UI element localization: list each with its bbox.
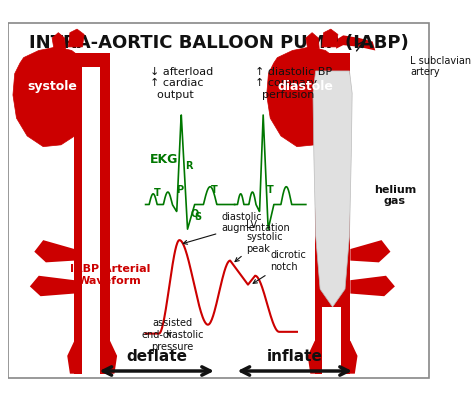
Text: systole: systole: [27, 79, 77, 93]
Polygon shape: [267, 47, 350, 147]
Text: Asc
Ao: Asc Ao: [277, 158, 299, 180]
Text: T: T: [154, 188, 161, 198]
Polygon shape: [336, 35, 375, 51]
Polygon shape: [350, 240, 391, 262]
Polygon shape: [313, 71, 352, 307]
Text: ↓ afterload
↑ cardiac
  output: ↓ afterload ↑ cardiac output: [150, 67, 213, 100]
Polygon shape: [34, 240, 74, 262]
Text: helium
gas: helium gas: [374, 185, 416, 207]
Polygon shape: [315, 53, 350, 374]
Text: LV
systolic
peak: LV systolic peak: [235, 221, 283, 261]
Text: T: T: [211, 185, 218, 195]
Text: L subclavian
artery: L subclavian artery: [410, 56, 471, 77]
Text: EKG: EKG: [150, 154, 178, 166]
Text: deflate: deflate: [127, 349, 188, 364]
Text: INTRA-AORTIC BALLOON PUMP (IABP): INTRA-AORTIC BALLOON PUMP (IABP): [29, 34, 409, 53]
Text: P: P: [176, 185, 183, 195]
Polygon shape: [322, 29, 338, 47]
Text: R: R: [185, 161, 193, 171]
Text: inflate: inflate: [266, 349, 322, 364]
Text: S: S: [194, 212, 201, 222]
Text: assisted
end-diastolic
pressure: assisted end-diastolic pressure: [141, 318, 203, 352]
Polygon shape: [67, 341, 85, 374]
Text: IABP Arterial
Waveform: IABP Arterial Waveform: [70, 264, 150, 286]
Polygon shape: [308, 341, 326, 374]
Polygon shape: [74, 53, 110, 374]
Polygon shape: [30, 276, 74, 296]
Polygon shape: [350, 276, 395, 296]
Text: diastolic
augmentation: diastolic augmentation: [183, 212, 290, 244]
Polygon shape: [82, 67, 100, 374]
Polygon shape: [52, 32, 65, 49]
Text: dicrotic
notch: dicrotic notch: [253, 250, 306, 284]
Polygon shape: [340, 341, 357, 374]
Text: diastole: diastole: [278, 79, 334, 93]
Polygon shape: [322, 307, 341, 374]
Text: Q: Q: [191, 208, 199, 218]
Polygon shape: [68, 29, 84, 47]
Polygon shape: [306, 32, 319, 49]
Text: ↑ diastolic BP
↑ coronary
  perfusion: ↑ diastolic BP ↑ coronary perfusion: [255, 67, 332, 100]
Text: T: T: [267, 185, 273, 195]
Polygon shape: [13, 47, 97, 147]
Polygon shape: [99, 341, 117, 374]
Text: Asc
Ao: Asc Ao: [22, 158, 44, 180]
